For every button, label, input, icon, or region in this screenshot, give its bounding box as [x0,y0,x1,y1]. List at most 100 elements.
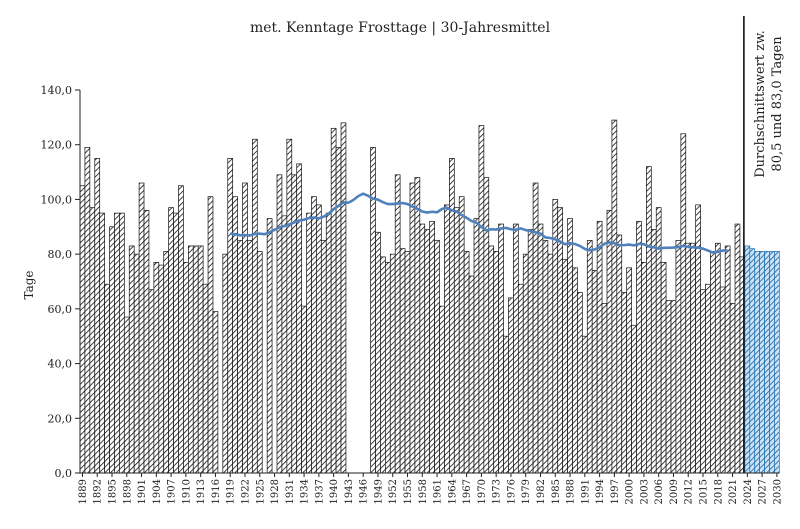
bar [320,240,327,474]
x-tick-label: 1988 [566,479,577,504]
bar [202,283,209,474]
bar [232,196,238,474]
x-tick-label: 1955 [403,479,414,504]
x-tick-label: 2012 [684,479,695,504]
bar [404,251,411,474]
bar [123,316,130,474]
forecast-bar [749,248,756,474]
x-tick-label: 2021 [728,479,739,504]
bar [316,204,322,474]
bar [128,245,135,474]
x-tick-label: 1904 [152,479,163,504]
bar [690,242,696,474]
y-tick-label: 80,0 [48,248,73,261]
bar [547,253,554,474]
x-tick-label: 2006 [654,479,665,504]
bar [79,185,86,474]
x-tick-label: 1907 [167,479,178,504]
bar [183,262,189,474]
x-tick-label: 1937 [314,479,325,504]
bar [138,182,145,474]
bar [104,283,110,474]
x-tick-label: 1985 [551,479,562,504]
bar [498,223,504,474]
bar [572,267,578,474]
bar [729,303,736,474]
bar [94,158,101,474]
bar [389,253,396,474]
x-tick-label: 1901 [137,479,148,504]
bar [714,242,721,474]
bar [419,223,426,474]
bar [385,262,391,474]
y-tick-label: 40,0 [48,358,73,371]
y-tick-label: 120,0 [41,139,73,152]
bar [581,335,588,474]
x-tick-label: 2030 [772,479,783,504]
bar [178,185,184,474]
bar [252,138,258,474]
axes: 0,0 20,0 40,0 60,0 80,0 100,0 120,0 140,0 1889 18… [41,16,783,504]
bar [158,264,165,474]
bar [424,229,431,474]
bar [453,207,460,474]
bar [439,305,445,474]
forecast-bar [754,251,760,474]
x-tick-label: 1952 [388,479,399,504]
bar [458,196,465,474]
bar [601,303,608,474]
bar [286,138,293,474]
moving-average-line [230,192,728,254]
annotation-line-1: Durchschnittswert zw. [753,30,768,178]
bar [537,223,544,474]
x-tick-label: 1919 [226,479,237,504]
bar [409,182,416,474]
bar [266,218,273,474]
bar [463,251,470,474]
x-tick-label: 1997 [610,479,621,504]
y-tick-label: 20,0 [48,412,73,425]
forecast-bar [774,251,780,474]
bar [335,147,342,474]
bar [227,158,234,474]
x-tick-label: 2027 [758,479,769,504]
annotation-line-2: 80,5 und 83,0 Tagen [770,36,785,172]
bar [680,133,687,474]
bar [517,283,524,474]
bar [444,204,450,474]
bar [340,122,347,474]
x-tick-label: 1961 [433,479,444,504]
bar [449,158,455,474]
bar [311,196,317,474]
bar [596,220,603,474]
bar [468,275,475,474]
y-tick-label: 0,0 [55,467,73,480]
bar [325,212,332,474]
bar [301,305,307,474]
x-tick-label: 2015 [699,479,710,504]
x-tick-label: 2000 [625,479,636,504]
x-tick-label: 1958 [418,479,429,504]
bar [606,210,613,474]
x-tick-label: 2024 [743,479,754,504]
bar [306,212,312,474]
x-tick-label: 1967 [462,479,473,504]
line-series-30-year-mean [230,192,728,254]
bar [641,262,647,474]
bar [375,231,381,474]
bar [163,251,169,474]
bar [631,324,637,474]
bar [473,218,480,474]
bar [616,234,623,474]
bar [394,174,401,474]
bar [380,256,386,474]
x-tick-label: 1892 [93,479,104,504]
x-tick-label: 1994 [595,479,606,504]
x-tick-label: 1943 [344,479,355,504]
forecast-bar [759,251,765,474]
bar [192,245,199,474]
bar [488,245,495,474]
x-tick-label: 1916 [211,479,222,504]
bar [429,220,435,474]
